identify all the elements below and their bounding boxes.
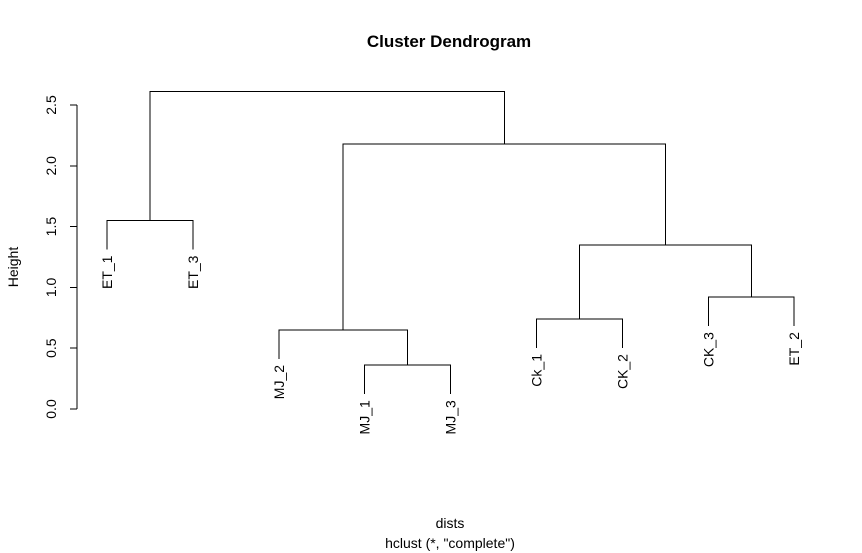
dendrogram-leaves: ET_1 ET_3 MJ_2 MJ_1 MJ_3 Ck_1 CK_2 CK_3 ET_2 [99, 255, 802, 434]
y-tick-label: 1.0 [43, 277, 59, 297]
leaf-label: ET_2 [786, 332, 802, 366]
leaf-label: MJ_3 [443, 400, 459, 434]
leaf-label: Ck_1 [529, 354, 545, 387]
chart-title: Cluster Dendrogram [367, 32, 531, 51]
leaf-label: ET_1 [99, 255, 115, 289]
dendrogram-branch [342, 143, 666, 330]
dendrogram-branch [578, 244, 752, 320]
dendrogram-branch [536, 318, 623, 349]
y-tick-label: 0.5 [43, 338, 59, 358]
y-tick-label: 2.5 [43, 95, 59, 115]
x-axis-sublabel: hclust (*, "complete") [385, 535, 515, 551]
x-axis-label: dists [436, 515, 465, 531]
y-tick-label: 2.0 [43, 156, 59, 176]
leaf-label: CK_3 [700, 332, 716, 367]
dendrogram-branches [106, 91, 795, 395]
y-tick-label: 0.0 [43, 399, 59, 419]
dendrogram-branch [364, 364, 452, 395]
leaf-label: ET_3 [185, 255, 201, 289]
y-tick-label: 1.5 [43, 217, 59, 237]
y-axis: 0.0 0.5 1.0 1.5 2.0 2.5 [43, 95, 78, 419]
leaf-label: MJ_2 [271, 365, 287, 399]
dendrogram-branch [707, 296, 795, 327]
dendrogram-branch [106, 220, 194, 250]
dendrogram-branch [149, 91, 505, 221]
dendrogram-branch [278, 329, 409, 366]
leaf-label: MJ_1 [357, 400, 373, 434]
y-axis-label: Height [5, 247, 21, 288]
leaf-label: CK_2 [614, 354, 630, 389]
